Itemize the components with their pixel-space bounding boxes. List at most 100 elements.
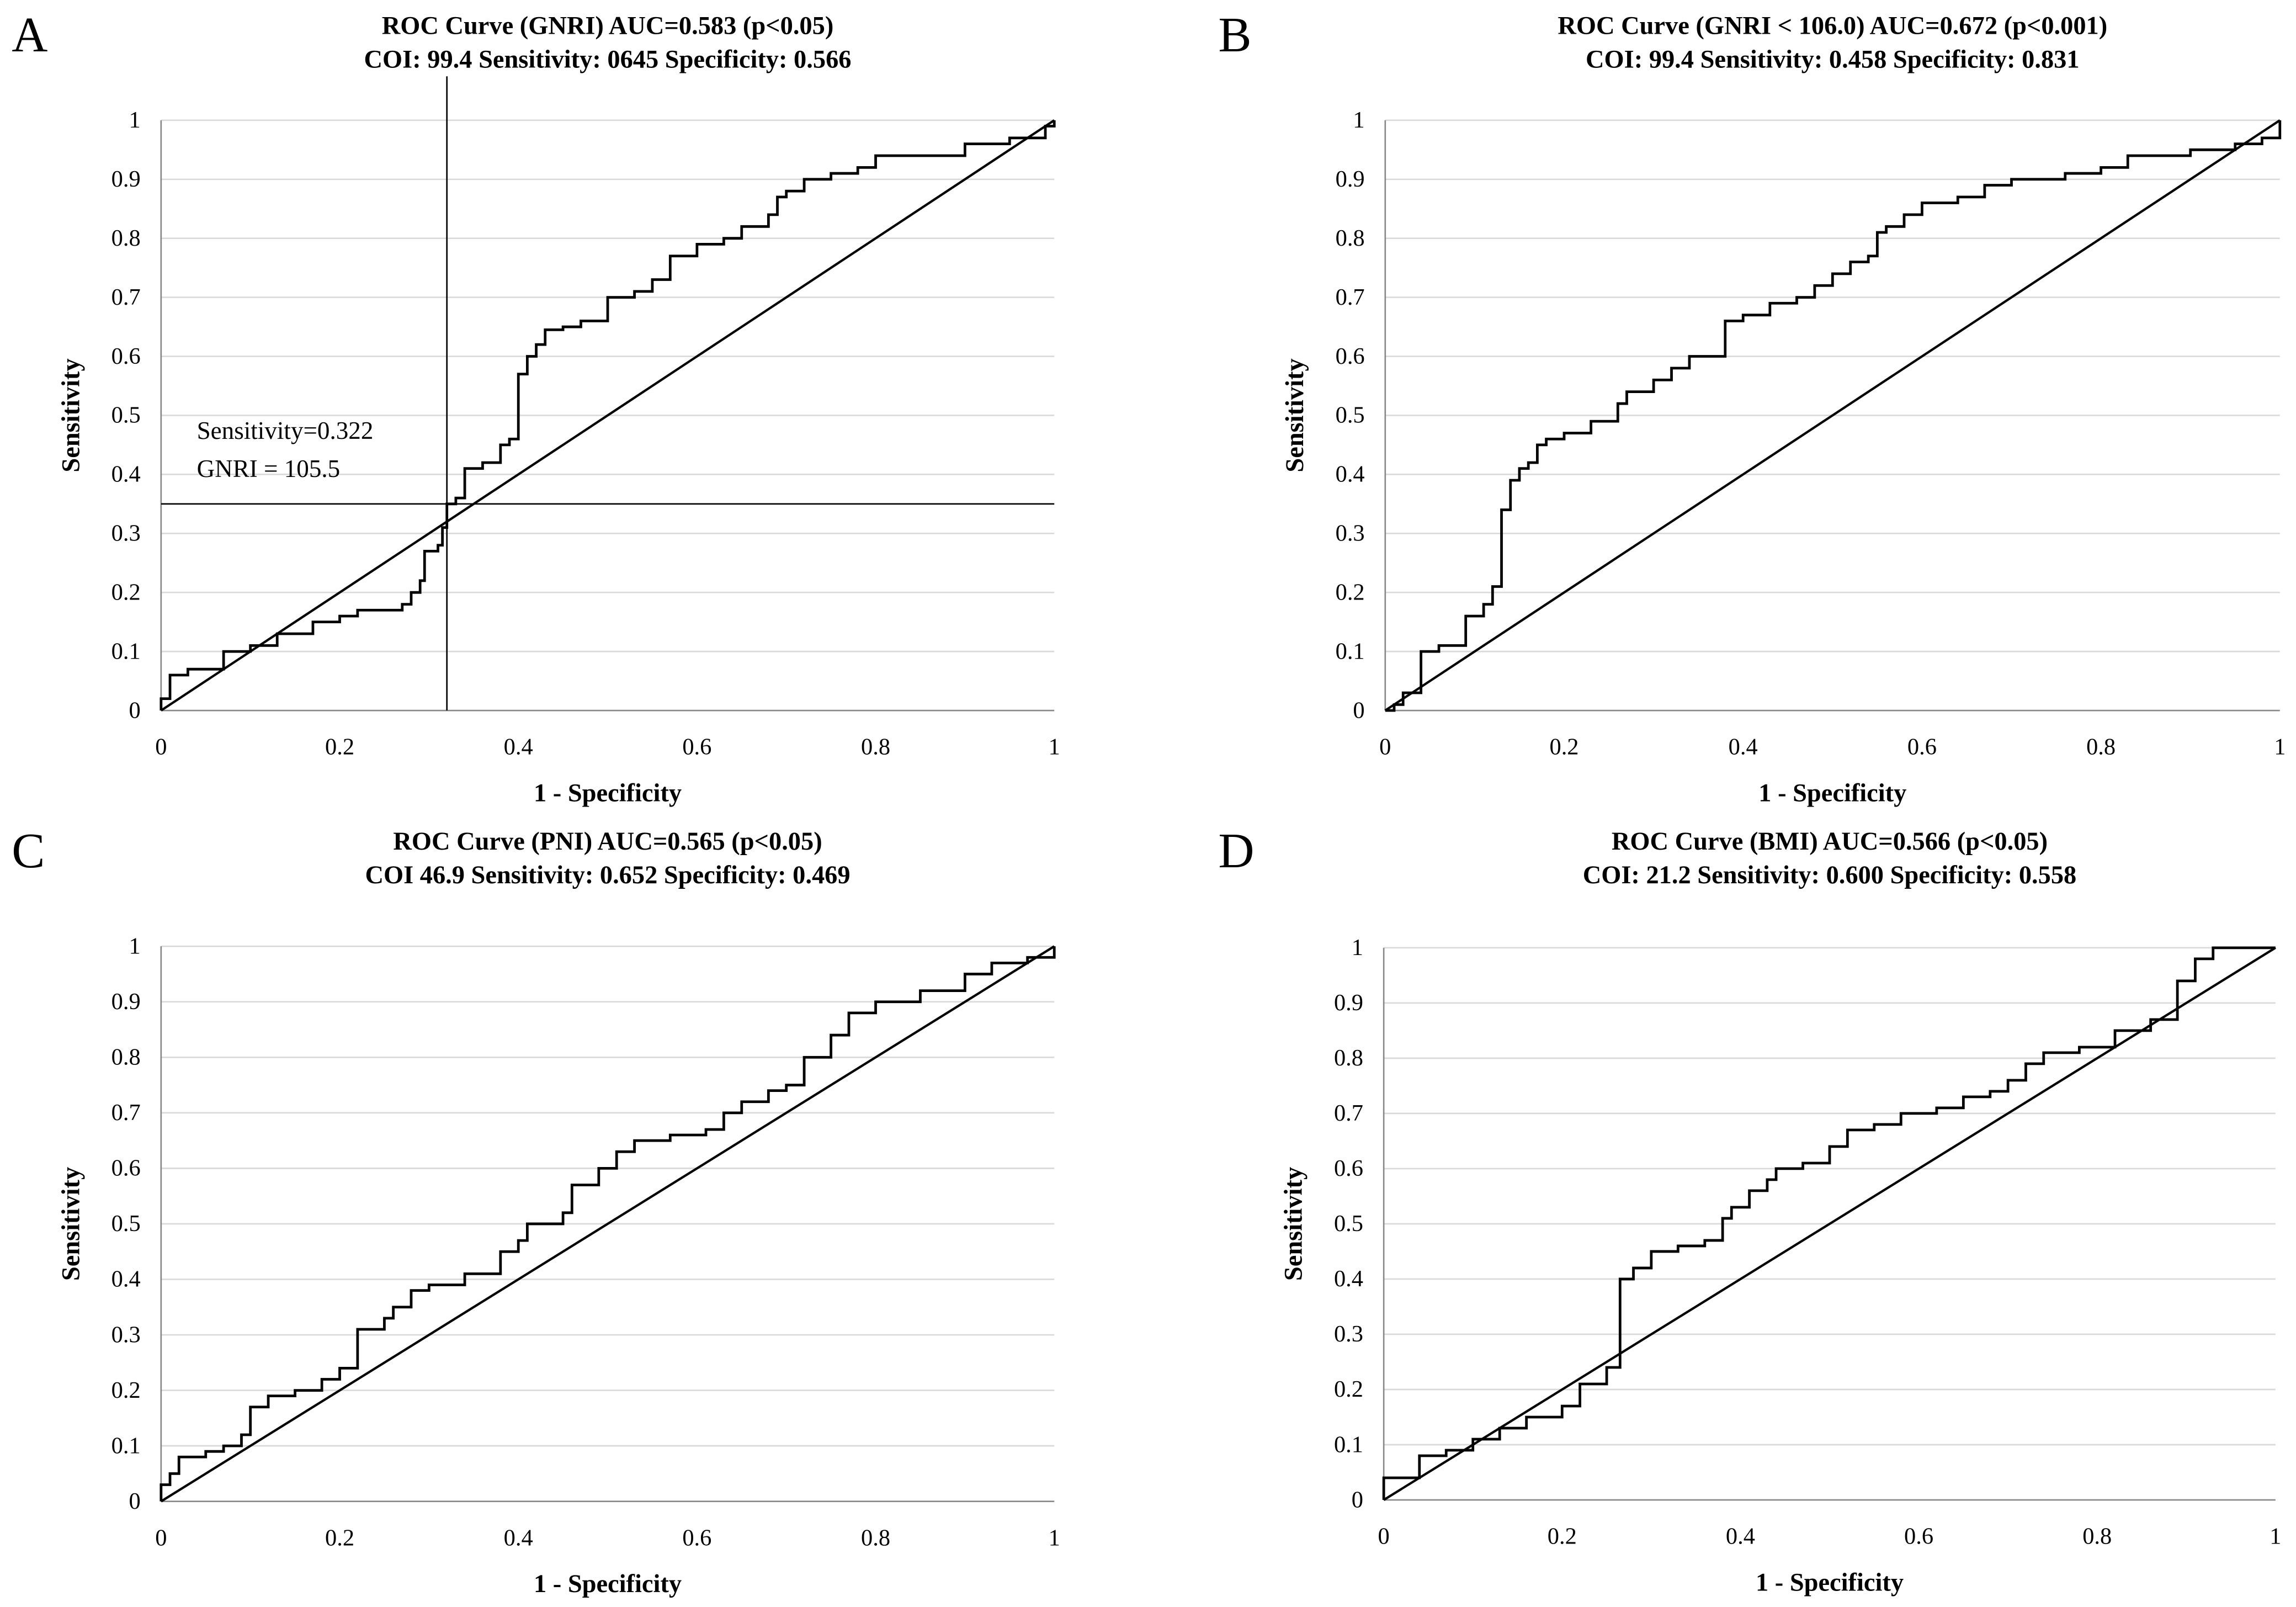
y-tick-label: 0.5 <box>1334 1211 1363 1237</box>
panel-c: C ROC Curve (PNI) AUC=0.565 (p<0.05) COI 4… <box>12 823 1060 1598</box>
x-tick-label: 0.6 <box>1907 734 1937 760</box>
y-tick-label: 0.4 <box>1336 462 1365 487</box>
roc-curve <box>1385 120 2282 712</box>
x-axis-label: 1 - Specificity <box>1758 779 1906 808</box>
x-tick-label: 0.4 <box>504 1525 533 1551</box>
y-tick-label: 0.7 <box>111 1100 141 1126</box>
y-tick-label: 0.8 <box>111 225 141 251</box>
x-tick-label: 0.2 <box>1549 734 1578 760</box>
y-tick-label: 0.9 <box>111 166 141 192</box>
x-tick-label: 1 <box>2274 734 2286 760</box>
y-tick-label: 0.4 <box>111 462 141 487</box>
y-tick-label: 0 <box>129 1488 140 1514</box>
roc-curve <box>160 946 1056 1502</box>
chart-title: ROC Curve (GNRI < 106.0) AUC=0.672 (p<0.… <box>1558 12 2107 40</box>
x-tick-label: 0.4 <box>504 734 533 760</box>
y-tick-label: 0.2 <box>111 579 141 605</box>
y-axis-label: Sensitivity <box>57 358 85 472</box>
reference-diagonal <box>1383 947 2276 1501</box>
y-tick-label: 1 <box>129 107 140 133</box>
y-tick-label: 0.3 <box>1334 1321 1363 1347</box>
y-tick-label: 0.9 <box>111 989 141 1015</box>
chart-subtitle: COI: 21.2 Sensitivity: 0.600 Specificity… <box>1583 861 2077 889</box>
y-tick-label: 1 <box>1353 107 1364 133</box>
y-axis-label: Sensitivity <box>1280 1167 1308 1281</box>
panel-letter: C <box>12 823 45 878</box>
panel-letter: A <box>12 7 47 62</box>
x-tick-label: 0.2 <box>1548 1524 1577 1550</box>
chart-title: ROC Curve (BMI) AUC=0.566 (p<0.05) <box>1612 828 2048 856</box>
x-axis-label: 1 - Specificity <box>1756 1569 1904 1597</box>
y-tick-label: 0.6 <box>111 1155 141 1181</box>
annotation: GNRI = 105.5 <box>197 455 341 482</box>
reference-diagonal <box>160 119 1055 712</box>
chart-subtitle: COI: 99.4 Sensitivity: 0.458 Specificity… <box>1586 45 2080 73</box>
x-tick-label: 0.8 <box>861 1525 890 1551</box>
y-tick-label: 0.5 <box>111 1211 141 1237</box>
y-tick-label: 0.5 <box>1336 402 1365 428</box>
y-tick-label: 0.4 <box>1334 1266 1363 1292</box>
x-tick-label: 0 <box>155 734 167 760</box>
y-tick-label: 0.8 <box>111 1044 141 1070</box>
y-tick-label: 0.1 <box>1336 638 1365 664</box>
y-tick-label: 0.1 <box>111 1433 141 1459</box>
x-tick-label: 0.6 <box>682 1525 711 1551</box>
reference-diagonal <box>160 945 1055 1503</box>
y-tick-label: 0.3 <box>1336 521 1365 547</box>
x-axis-label: 1 - Specificity <box>534 779 682 808</box>
y-tick-label: 0.8 <box>1336 225 1365 251</box>
x-tick-label: 0 <box>1379 734 1391 760</box>
y-tick-label: 0.9 <box>1334 990 1363 1016</box>
y-tick-label: 0.6 <box>111 343 141 369</box>
y-tick-label: 0.3 <box>111 521 141 547</box>
y-axis-label: Sensitivity <box>57 1167 85 1281</box>
y-tick-label: 0.8 <box>1334 1045 1363 1071</box>
y-axis-label: Sensitivity <box>1281 358 1309 472</box>
chart-title: ROC Curve (GNRI) AUC=0.583 (p<0.05) <box>382 12 834 40</box>
x-tick-label: 0.2 <box>325 1525 354 1551</box>
x-tick-label: 1 <box>1049 1525 1060 1551</box>
chart-subtitle: COI 46.9 Sensitivity: 0.652 Specificity:… <box>365 861 850 889</box>
y-tick-label: 1 <box>1352 935 1363 961</box>
panel-letter: D <box>1218 823 1254 878</box>
x-tick-label: 0.6 <box>1904 1524 1933 1550</box>
y-tick-label: 0.7 <box>1336 284 1365 310</box>
x-tick-label: 0 <box>1378 1524 1390 1550</box>
roc-curve <box>1382 946 2276 1500</box>
y-tick-label: 0.2 <box>111 1377 141 1403</box>
x-tick-label: 1 <box>1049 734 1060 760</box>
x-tick-label: 0.4 <box>1726 1524 1755 1550</box>
y-tick-label: 0 <box>1353 697 1364 723</box>
x-tick-label: 0.8 <box>2082 1524 2112 1550</box>
roc-curve <box>160 120 1056 711</box>
y-tick-label: 0.6 <box>1336 343 1365 369</box>
x-tick-label: 0.6 <box>682 734 711 760</box>
panel-d: D ROC Curve (BMI) AUC=0.566 (p<0.05) COI: … <box>1218 823 2281 1597</box>
y-tick-label: 0.2 <box>1334 1376 1363 1402</box>
y-tick-label: 0.7 <box>111 284 141 310</box>
y-tick-label: 0.4 <box>111 1266 141 1292</box>
y-tick-label: 0.1 <box>1334 1431 1363 1457</box>
y-tick-label: 0.6 <box>1334 1155 1363 1181</box>
x-tick-label: 0.2 <box>325 734 354 760</box>
x-tick-label: 0.8 <box>2086 734 2116 760</box>
x-tick-label: 0.8 <box>861 734 890 760</box>
y-tick-label: 0.1 <box>111 638 141 664</box>
x-tick-label: 1 <box>2270 1524 2281 1550</box>
y-tick-label: 0.5 <box>111 402 141 428</box>
chart-subtitle: COI: 99.4 Sensitivity: 0645 Specificity:… <box>364 45 852 73</box>
y-tick-label: 0 <box>129 697 140 723</box>
x-axis-label: 1 - Specificity <box>534 1570 682 1598</box>
y-tick-label: 0.3 <box>111 1322 141 1348</box>
panel-a: A ROC Curve (GNRI) AUC=0.583 (p<0.05) COI:… <box>12 7 1060 807</box>
panel-letter: B <box>1218 7 1251 62</box>
annotation: Sensitivity=0.322 <box>197 417 374 444</box>
x-tick-label: 0 <box>155 1525 167 1551</box>
y-tick-label: 0.2 <box>1336 579 1365 605</box>
chart-title: ROC Curve (PNI) AUC=0.565 (p<0.05) <box>393 828 822 856</box>
panel-b: B ROC Curve (GNRI < 106.0) AUC=0.672 (p<0… <box>1218 7 2286 807</box>
x-tick-label: 0.4 <box>1729 734 1758 760</box>
y-tick-label: 1 <box>129 933 140 959</box>
y-tick-label: 0 <box>1352 1487 1363 1513</box>
